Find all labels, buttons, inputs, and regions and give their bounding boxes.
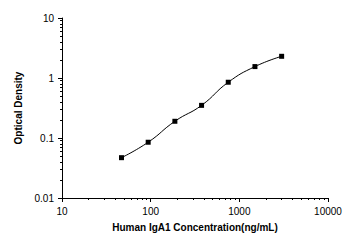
svg-text:10000: 10000 <box>314 206 342 217</box>
svg-text:10: 10 <box>56 206 68 217</box>
svg-text:1000: 1000 <box>228 206 251 217</box>
svg-text:0.1: 0.1 <box>40 133 54 144</box>
svg-text:Human IgA1 Concentration(ng/mL: Human IgA1 Concentration(ng/mL) <box>112 222 278 233</box>
svg-text:1: 1 <box>48 73 54 84</box>
svg-text:100: 100 <box>142 206 159 217</box>
svg-text:Optical Density: Optical Density <box>13 71 24 144</box>
svg-text:10: 10 <box>43 13 55 24</box>
svg-text:0.01: 0.01 <box>35 193 55 204</box>
